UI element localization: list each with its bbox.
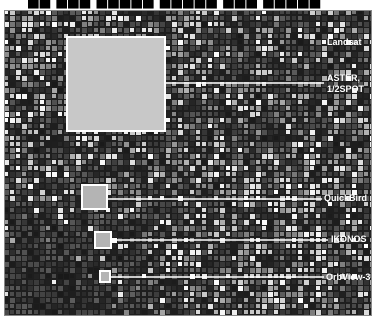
orbview-footprint	[99, 270, 111, 283]
header-fragment: ██ ███ █████ █████ ███ █████	[28, 0, 321, 8]
aster-label-line1: ASTER,	[327, 73, 361, 83]
landsat-label: Landsat	[327, 37, 362, 47]
quickbird-label: QuickBird	[324, 193, 368, 203]
orbview-label: OrbView-3	[326, 272, 371, 282]
quickbird-footprint	[81, 184, 108, 210]
aster-label-line2: 1/2SPOT	[327, 84, 365, 94]
ikonos-footprint	[94, 231, 112, 249]
clipped-header-text: ██ ███ █████ █████ ███ █████	[0, 0, 374, 10]
ikonos-label: IKONOS	[331, 234, 367, 244]
aster-footprint	[66, 36, 166, 132]
imagery-border	[4, 10, 372, 316]
